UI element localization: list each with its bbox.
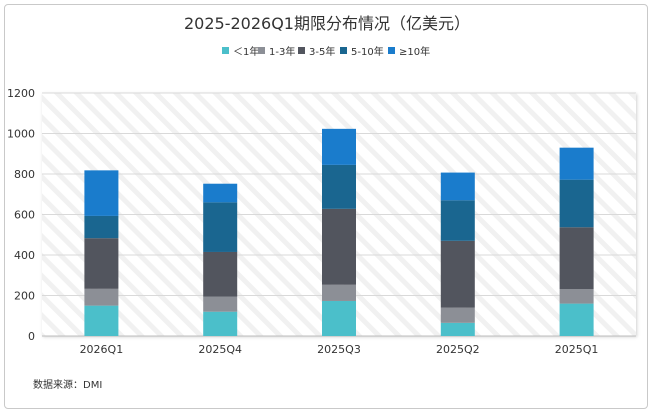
bar-segment: [322, 300, 356, 336]
bar-segment: [559, 289, 594, 304]
bar-segment: [440, 307, 475, 323]
y-tick-label: 1000: [7, 128, 35, 141]
x-tick-label: 2025Q3: [317, 343, 361, 356]
bar-segment: [322, 128, 356, 165]
bar-segment: [84, 238, 119, 289]
legend: ＜1年 1-3年 3-5年 5-10年 ≥10年: [222, 45, 430, 58]
y-tick-label: 1200: [7, 87, 35, 100]
legend-swatch: [340, 47, 347, 54]
bar-segment: [203, 183, 238, 203]
bar-segment: [440, 172, 475, 201]
x-tick-label: 2025Q4: [198, 343, 242, 356]
legend-label: ＜1年: [233, 45, 259, 58]
y-tick-label: 800: [14, 168, 35, 181]
y-tick-label: 600: [14, 209, 35, 222]
bar-segment: [559, 303, 594, 336]
legend-swatch: [222, 47, 229, 54]
legend-label: 5-10年: [351, 45, 384, 58]
y-axis: 0 200 400 600 800 1000 1200: [7, 87, 35, 343]
bar-segment: [559, 147, 594, 180]
bar-segment: [84, 288, 119, 306]
bar-segment: [440, 240, 475, 308]
x-tick-label: 2026Q1: [80, 343, 124, 356]
bar-segment: [322, 208, 356, 285]
legend-swatch: [388, 47, 395, 54]
y-tick-label: 0: [28, 330, 35, 343]
legend-label: ≥10年: [399, 45, 430, 58]
bar-segment: [440, 200, 475, 241]
x-axis: 2026Q1 2025Q4 2025Q3 2025Q2 2025Q1: [80, 343, 599, 356]
legend-label: 3-5年: [309, 45, 335, 58]
bar-segment: [559, 227, 594, 290]
bar-segment: [84, 170, 119, 216]
bar-segment: [322, 284, 356, 301]
y-tick-label: 200: [14, 290, 35, 303]
bar-segment: [559, 179, 594, 228]
source-note: 数据来源：DMI: [33, 378, 102, 391]
legend-label: 1-3年: [269, 45, 295, 58]
legend-swatch: [258, 47, 265, 54]
y-tick-label: 400: [14, 249, 35, 262]
bar-segment: [322, 164, 356, 209]
bar-segment: [203, 251, 238, 297]
bar-segment: [440, 322, 475, 336]
chart-title: 2025-2026Q1期限分布情况（亿美元）: [184, 14, 470, 33]
bars: [84, 128, 594, 336]
bar-segment: [203, 296, 238, 312]
x-tick-label: 2025Q1: [555, 343, 599, 356]
x-tick-label: 2025Q2: [436, 343, 480, 356]
bar-segment: [203, 202, 238, 252]
bar-segment: [84, 215, 119, 239]
legend-swatch: [298, 47, 305, 54]
bar-segment: [203, 311, 238, 336]
bar-segment: [84, 305, 119, 336]
